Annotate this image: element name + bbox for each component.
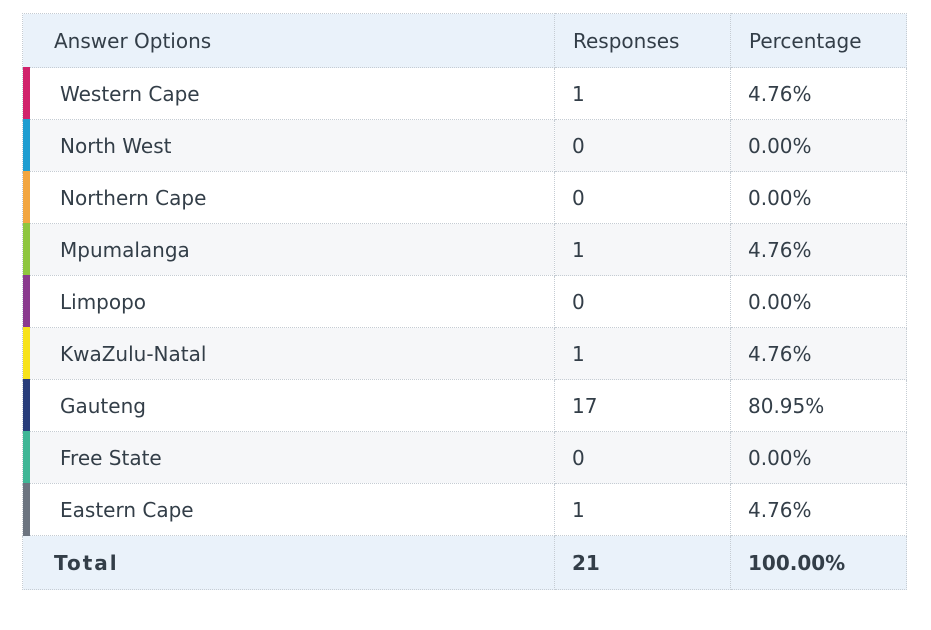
responses-cell: 17 — [554, 379, 731, 432]
answer-option-label: KwaZulu-Natal — [60, 341, 207, 366]
table-body: Western Cape 1 4.76% North West 0 0.00% … — [22, 67, 907, 536]
total-percentage: 100.00% — [730, 535, 907, 590]
responses-cell: 1 — [554, 483, 731, 536]
answer-option-label: Gauteng — [60, 393, 146, 418]
responses-cell: 0 — [554, 431, 731, 484]
color-swatch — [23, 431, 30, 484]
responses-cell: 0 — [554, 275, 731, 328]
table-header: Answer Options Responses Percentage — [22, 13, 907, 68]
responses-cell: 0 — [554, 171, 731, 224]
total-responses: 21 — [554, 535, 731, 590]
table-row: Mpumalanga 1 4.76% — [22, 223, 907, 276]
answer-option-label: Northern Cape — [60, 185, 207, 210]
percentage-cell: 80.95% — [730, 379, 907, 432]
results-table-container: Answer Options Responses Percentage West… — [22, 13, 907, 590]
responses-cell: 1 — [554, 67, 731, 120]
color-swatch — [23, 119, 30, 172]
answer-option-label: Eastern Cape — [60, 497, 194, 522]
answer-option-cell: Western Cape — [22, 67, 555, 120]
responses-cell: 0 — [554, 119, 731, 172]
table-row: Eastern Cape 1 4.76% — [22, 483, 907, 536]
answer-option-label: Western Cape — [60, 81, 200, 106]
answer-option-cell: Mpumalanga — [22, 223, 555, 276]
percentage-header: Percentage — [730, 13, 907, 68]
total-row: Total 21 100.00% — [22, 535, 907, 590]
color-swatch — [23, 379, 30, 432]
table-row: KwaZulu-Natal 1 4.76% — [22, 327, 907, 380]
results-table: Answer Options Responses Percentage West… — [22, 13, 907, 590]
answer-option-cell: Eastern Cape — [22, 483, 555, 536]
answer-option-label: Limpopo — [60, 289, 147, 314]
answer-option-label: Mpumalanga — [60, 237, 190, 262]
responses-cell: 1 — [554, 223, 731, 276]
responses-cell: 1 — [554, 327, 731, 380]
answer-options-header: Answer Options — [22, 13, 555, 68]
table-row: Free State 0 0.00% — [22, 431, 907, 484]
header-row: Answer Options Responses Percentage — [22, 13, 907, 68]
table-footer: Total 21 100.00% — [22, 535, 907, 590]
table-row: Western Cape 1 4.76% — [22, 67, 907, 120]
answer-option-cell: Northern Cape — [22, 171, 555, 224]
table-row: Northern Cape 0 0.00% — [22, 171, 907, 224]
percentage-cell: 0.00% — [730, 275, 907, 328]
answer-option-cell: KwaZulu-Natal — [22, 327, 555, 380]
answer-option-cell: Gauteng — [22, 379, 555, 432]
percentage-cell: 0.00% — [730, 171, 907, 224]
answer-option-cell: North West — [22, 119, 555, 172]
color-swatch — [23, 275, 30, 328]
answer-option-cell: Free State — [22, 431, 555, 484]
percentage-cell: 4.76% — [730, 483, 907, 536]
table-row: Limpopo 0 0.00% — [22, 275, 907, 328]
total-label: Total — [22, 535, 555, 590]
percentage-cell: 0.00% — [730, 431, 907, 484]
percentage-cell: 4.76% — [730, 67, 907, 120]
answer-option-cell: Limpopo — [22, 275, 555, 328]
percentage-cell: 0.00% — [730, 119, 907, 172]
table-row: Gauteng 17 80.95% — [22, 379, 907, 432]
responses-header: Responses — [554, 13, 731, 68]
color-swatch — [23, 327, 30, 380]
answer-option-label: North West — [60, 133, 172, 158]
color-swatch — [23, 171, 30, 224]
table-row: North West 0 0.00% — [22, 119, 907, 172]
color-swatch — [23, 223, 30, 276]
percentage-cell: 4.76% — [730, 223, 907, 276]
color-swatch — [23, 483, 30, 536]
answer-option-label: Free State — [60, 445, 162, 470]
color-swatch — [23, 67, 30, 120]
percentage-cell: 4.76% — [730, 327, 907, 380]
